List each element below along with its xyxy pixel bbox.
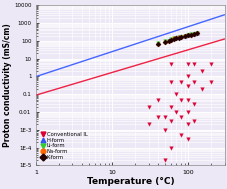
Point bbox=[189, 33, 192, 36]
Point bbox=[163, 158, 166, 161]
Point bbox=[189, 33, 192, 36]
Point bbox=[169, 37, 173, 40]
Point bbox=[176, 35, 180, 38]
Point bbox=[176, 36, 180, 39]
Point bbox=[174, 36, 178, 39]
Point bbox=[169, 38, 173, 41]
Point bbox=[186, 33, 189, 36]
Point bbox=[182, 35, 186, 38]
Point bbox=[155, 41, 159, 44]
Point bbox=[186, 75, 189, 78]
Point bbox=[194, 32, 198, 35]
Point bbox=[189, 33, 192, 36]
Point bbox=[194, 32, 198, 35]
Point bbox=[163, 40, 166, 43]
Point bbox=[192, 63, 195, 66]
Point bbox=[186, 111, 189, 114]
Point bbox=[155, 42, 159, 45]
Y-axis label: Proton conductivity (mS/cm): Proton conductivity (mS/cm) bbox=[3, 23, 12, 147]
Point bbox=[174, 37, 178, 40]
Point bbox=[163, 128, 166, 131]
Point bbox=[192, 32, 195, 35]
Point bbox=[178, 80, 182, 83]
Point bbox=[186, 84, 189, 87]
Point bbox=[182, 35, 186, 38]
Point bbox=[192, 32, 195, 35]
Point bbox=[155, 42, 159, 45]
Point bbox=[166, 39, 170, 42]
Point bbox=[186, 138, 189, 141]
Point bbox=[174, 36, 178, 39]
Point bbox=[186, 98, 189, 101]
Point bbox=[192, 33, 195, 36]
Point bbox=[166, 39, 170, 42]
Point bbox=[186, 63, 189, 66]
Point bbox=[192, 102, 195, 105]
Point bbox=[155, 98, 159, 101]
Point bbox=[169, 80, 173, 83]
Point bbox=[174, 111, 178, 114]
Point bbox=[174, 93, 178, 96]
Point bbox=[192, 32, 195, 35]
Point bbox=[199, 87, 202, 90]
Point bbox=[178, 134, 182, 137]
Legend: Conventional IL, H-form, Li-form, Na-form, K-form: Conventional IL, H-form, Li-form, Na-for… bbox=[41, 131, 88, 161]
Point bbox=[186, 34, 189, 37]
Point bbox=[174, 36, 178, 39]
Point bbox=[208, 63, 212, 66]
Point bbox=[163, 116, 166, 119]
Point bbox=[178, 35, 182, 38]
Point bbox=[182, 34, 186, 37]
Point bbox=[192, 80, 195, 83]
Point bbox=[171, 37, 175, 40]
Point bbox=[178, 35, 182, 38]
Point bbox=[186, 34, 189, 37]
Point bbox=[146, 105, 150, 108]
Point bbox=[176, 36, 180, 39]
Point bbox=[146, 123, 150, 126]
Point bbox=[169, 120, 173, 123]
Point bbox=[169, 146, 173, 149]
Point bbox=[182, 34, 186, 37]
Point bbox=[163, 41, 166, 44]
Point bbox=[155, 116, 159, 119]
Point bbox=[163, 40, 166, 43]
Point bbox=[189, 33, 192, 36]
Point bbox=[171, 36, 175, 39]
Point bbox=[169, 63, 173, 66]
Point bbox=[171, 37, 175, 40]
Point bbox=[169, 105, 173, 108]
Point bbox=[169, 38, 173, 41]
Point bbox=[163, 40, 166, 43]
Point bbox=[166, 40, 170, 43]
Point bbox=[194, 32, 198, 35]
Point bbox=[178, 116, 182, 119]
Point bbox=[155, 43, 159, 46]
Point bbox=[171, 37, 175, 40]
Point bbox=[178, 36, 182, 39]
Point bbox=[178, 35, 182, 38]
Point bbox=[169, 38, 173, 41]
Point bbox=[178, 98, 182, 101]
Point bbox=[186, 123, 189, 126]
Point bbox=[186, 34, 189, 37]
X-axis label: Temperature (°C): Temperature (°C) bbox=[86, 177, 173, 186]
Point bbox=[166, 40, 170, 43]
Point bbox=[192, 120, 195, 123]
Point bbox=[208, 80, 212, 83]
Point bbox=[199, 70, 202, 73]
Point bbox=[194, 32, 198, 35]
Point bbox=[176, 36, 180, 39]
